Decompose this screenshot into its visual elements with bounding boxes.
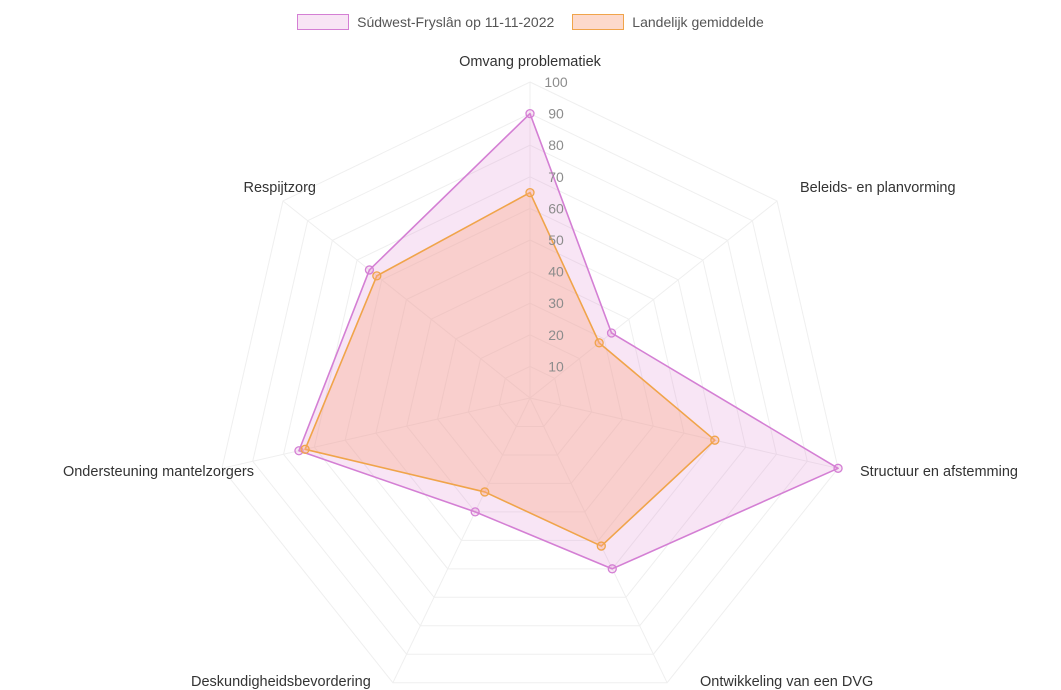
legend-swatch-landelijk-gemiddelde — [572, 14, 625, 30]
grid-spoke — [529, 200, 778, 399]
data-point — [606, 328, 617, 338]
tick-label: 20 — [548, 327, 564, 343]
grid-spoke — [282, 200, 531, 399]
data-point — [480, 487, 490, 497]
grid-ring — [313, 176, 747, 598]
grid-spoke — [392, 397, 531, 683]
axis-label: Deskundigheidsbevordering — [191, 674, 371, 690]
legend: Súdwest-Fryslân op 11-11-2022 Landelijk … — [0, 10, 1061, 34]
grid-spoke — [221, 397, 531, 469]
grid-ring — [467, 334, 593, 456]
data-point — [372, 271, 382, 281]
data-point — [300, 444, 310, 454]
tick-label: 70 — [548, 169, 564, 185]
grid-ring — [252, 113, 808, 655]
tick-label: 100 — [544, 74, 568, 90]
data-point — [525, 108, 535, 119]
axis-label: Omvang problematiek — [459, 54, 602, 70]
grid-ring — [282, 144, 778, 627]
grid-ring — [344, 207, 716, 570]
grid-spoke — [529, 397, 839, 469]
tick-label: 40 — [548, 264, 564, 280]
grid-ring — [221, 81, 839, 684]
series-area-0 — [298, 112, 839, 570]
legend-item-sudwest-fryslan[interactable]: Súdwest-Fryslân op 11-11-2022 — [297, 14, 554, 30]
data-point — [710, 435, 720, 445]
legend-label-landelijk-gemiddelde: Landelijk gemiddelde — [632, 14, 764, 30]
data-point — [364, 265, 375, 275]
tick-label: 10 — [548, 358, 564, 374]
axis-label: Ondersteuning mantelzorgers — [63, 464, 254, 480]
tick-label: 30 — [548, 295, 564, 311]
data-point — [596, 541, 606, 551]
data-point — [525, 187, 535, 198]
grid-ring — [437, 302, 623, 484]
legend-label-sudwest-fryslan: Súdwest-Fryslân op 11-11-2022 — [357, 14, 555, 30]
tick-label: 50 — [548, 232, 564, 248]
series-area-1 — [304, 191, 716, 547]
axis-label: Beleids- en planvorming — [800, 180, 956, 196]
legend-item-landelijk-gemiddelde[interactable]: Landelijk gemiddelde — [572, 14, 764, 30]
axis-label: Ontwikkeling van een DVG — [700, 674, 873, 690]
data-point — [607, 564, 617, 574]
grid-ring — [406, 271, 654, 513]
tick-label: 60 — [548, 200, 564, 216]
data-point — [594, 338, 604, 348]
data-point — [833, 463, 843, 473]
axis-label: Respijtzorg — [243, 180, 316, 196]
data-point — [470, 507, 480, 517]
tick-label: 90 — [548, 106, 564, 122]
grid-spoke — [529, 397, 668, 683]
legend-swatch-sudwest-fryslan — [297, 14, 350, 30]
tick-label: 80 — [548, 137, 564, 153]
grid-ring — [498, 365, 562, 427]
grid-ring — [375, 239, 685, 541]
axis-label: Structuur en afstemming — [860, 464, 1018, 480]
